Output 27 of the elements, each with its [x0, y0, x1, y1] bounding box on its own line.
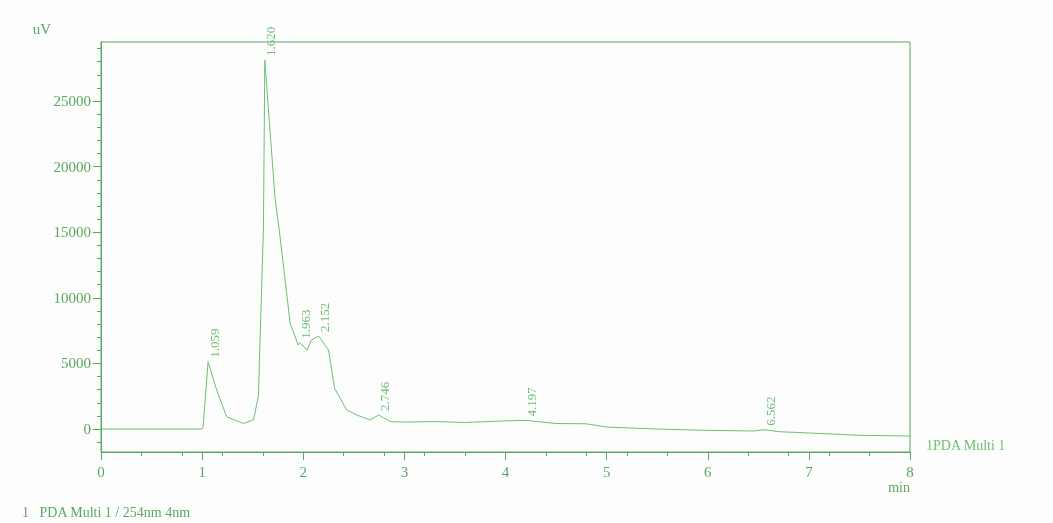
text: 1 PDA Multi 1 / 254nm 4nm — [22, 504, 191, 520]
x-tick-label: 0 — [97, 463, 105, 480]
annotation: 6.562 — [763, 396, 779, 426]
x-tick-label: 7 — [805, 463, 814, 480]
series-label: 1PDA Multi 1 — [926, 438, 1006, 454]
x-tick-label: 8 — [906, 463, 914, 480]
x-tick-label: 2 — [299, 463, 307, 480]
y-tick-label: 15000 — [53, 224, 91, 241]
x-tick-label: 3 — [400, 463, 409, 480]
y-axis-title: uV — [32, 20, 52, 37]
y-tick-label: 10000 — [53, 289, 91, 306]
x-tick-label: 6 — [704, 463, 712, 480]
x-tick-label: 4 — [501, 463, 510, 480]
line-series — [100, 59, 911, 437]
annotation: 2.152 — [317, 302, 333, 333]
annotation: 1.620 — [263, 26, 279, 57]
y-tick-label: 5000 — [61, 355, 91, 372]
y-tick-label: 25000 — [53, 93, 91, 110]
y-tick-label: 20000 — [53, 158, 91, 175]
y-tick-label: 0 — [83, 421, 91, 438]
x-axis-title: min — [888, 479, 910, 495]
annotation: 4.197 — [523, 386, 539, 417]
annotation: 2.746 — [377, 381, 393, 411]
x-tick-label: 1 — [198, 463, 206, 480]
annotation: 1.963 — [298, 309, 314, 339]
annotation: 1.059 — [206, 328, 222, 358]
x-tick-label: 5 — [602, 463, 611, 480]
